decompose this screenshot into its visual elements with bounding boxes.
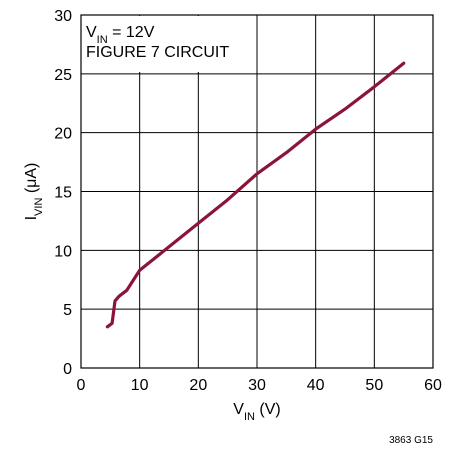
y-axis-label: IVIN (μA) [23, 163, 45, 221]
x-tick-label: 60 [424, 377, 442, 394]
x-tick-label: 0 [77, 377, 86, 394]
y-tick-label: 0 [63, 361, 72, 378]
series-layer [105, 61, 406, 329]
x-tick-label: 30 [248, 377, 266, 394]
y-tick-label: 30 [54, 8, 72, 25]
y-tick-label: 5 [63, 302, 72, 319]
annotation-background [82, 16, 240, 72]
x-tick-label: 20 [189, 377, 207, 394]
y-tick-label: 10 [54, 243, 72, 260]
x-tick-label: 50 [365, 377, 383, 394]
grid [81, 15, 433, 368]
y-tick-label: 15 [54, 185, 72, 202]
y-tick-labels: 0 5 10 15 20 25 30 [54, 8, 72, 378]
annotation-line: FIGURE 7 CIRCUIT [86, 44, 229, 61]
y-tick-label: 20 [54, 126, 72, 143]
figure-id: 3863 G15 [389, 435, 433, 446]
x-tick-label: 40 [307, 377, 325, 394]
x-tick-labels: 0 10 20 30 40 50 60 [77, 377, 442, 394]
annotation-line: VIN = 12V [86, 24, 155, 46]
y-tick-label: 25 [54, 67, 72, 84]
plot-frame [80, 14, 434, 369]
x-axis-label: VIN (V) [233, 401, 280, 423]
series-line [105, 61, 406, 329]
x-tick-label: 10 [131, 377, 149, 394]
